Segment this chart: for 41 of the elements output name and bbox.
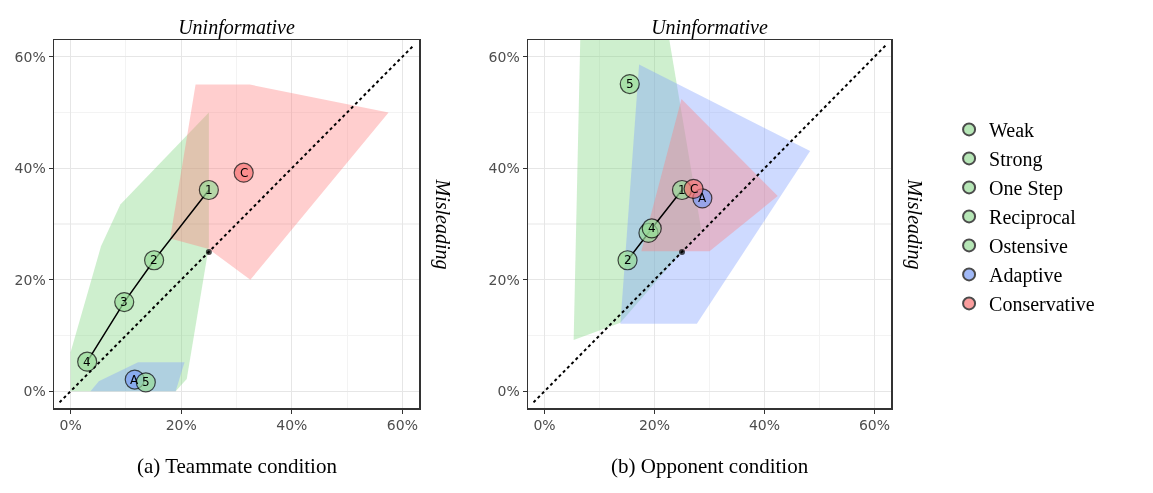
annotation: 3 (120, 295, 128, 309)
annotation: 4 (648, 221, 656, 235)
y-tick-label: 40% (14, 160, 46, 177)
chart-title: Uninformative (178, 16, 295, 39)
legend-label: Strong (989, 148, 1043, 172)
annotation: C (240, 166, 249, 180)
x-tick-label: 0% (59, 417, 82, 434)
x-tick-label: 60% (386, 417, 418, 434)
y2-axis-title: Misleading (431, 178, 455, 270)
text: (a) Teammate condition (137, 454, 338, 478)
annotation: 5 (142, 375, 150, 389)
legend-label: Ostensive (989, 235, 1069, 258)
x-tick-label: 20% (638, 417, 671, 434)
annotation: 2 (624, 253, 632, 267)
annotation: A (698, 191, 707, 205)
annotation: 1 (678, 183, 686, 197)
y-tick-label: 60% (14, 48, 46, 65)
legend-label: Reciprocal (989, 206, 1077, 230)
y-tick-label: 40% (488, 160, 520, 177)
y-tick-label: 20% (488, 271, 520, 288)
annotation: 4 (83, 355, 91, 369)
annotation: 2 (150, 253, 158, 267)
legend-label: Conservative (989, 293, 1095, 316)
legend-label: Weak (989, 119, 1035, 142)
annotation: 5 (626, 77, 634, 91)
x-tick-label: 40% (276, 417, 308, 434)
x-tick-label: 40% (748, 417, 781, 434)
x-tick-label: 20% (165, 417, 197, 434)
legend-label: One Step (989, 177, 1063, 201)
x-tick-label: 0% (533, 417, 556, 434)
y-tick-label: 0% (23, 383, 46, 400)
legend-label: Adaptive (989, 264, 1063, 288)
y2-axis-title: Misleading (903, 178, 927, 270)
text: (b) Opponent condition (611, 454, 809, 478)
y-tick-label: 0% (497, 383, 520, 400)
y-tick-label: 60% (488, 48, 520, 65)
annotation: 1 (205, 183, 213, 197)
y-tick-label: 20% (14, 271, 46, 288)
x-tick-label: 60% (858, 417, 891, 434)
annotation: C (690, 182, 699, 196)
chart-title: Uninformative (651, 16, 768, 39)
